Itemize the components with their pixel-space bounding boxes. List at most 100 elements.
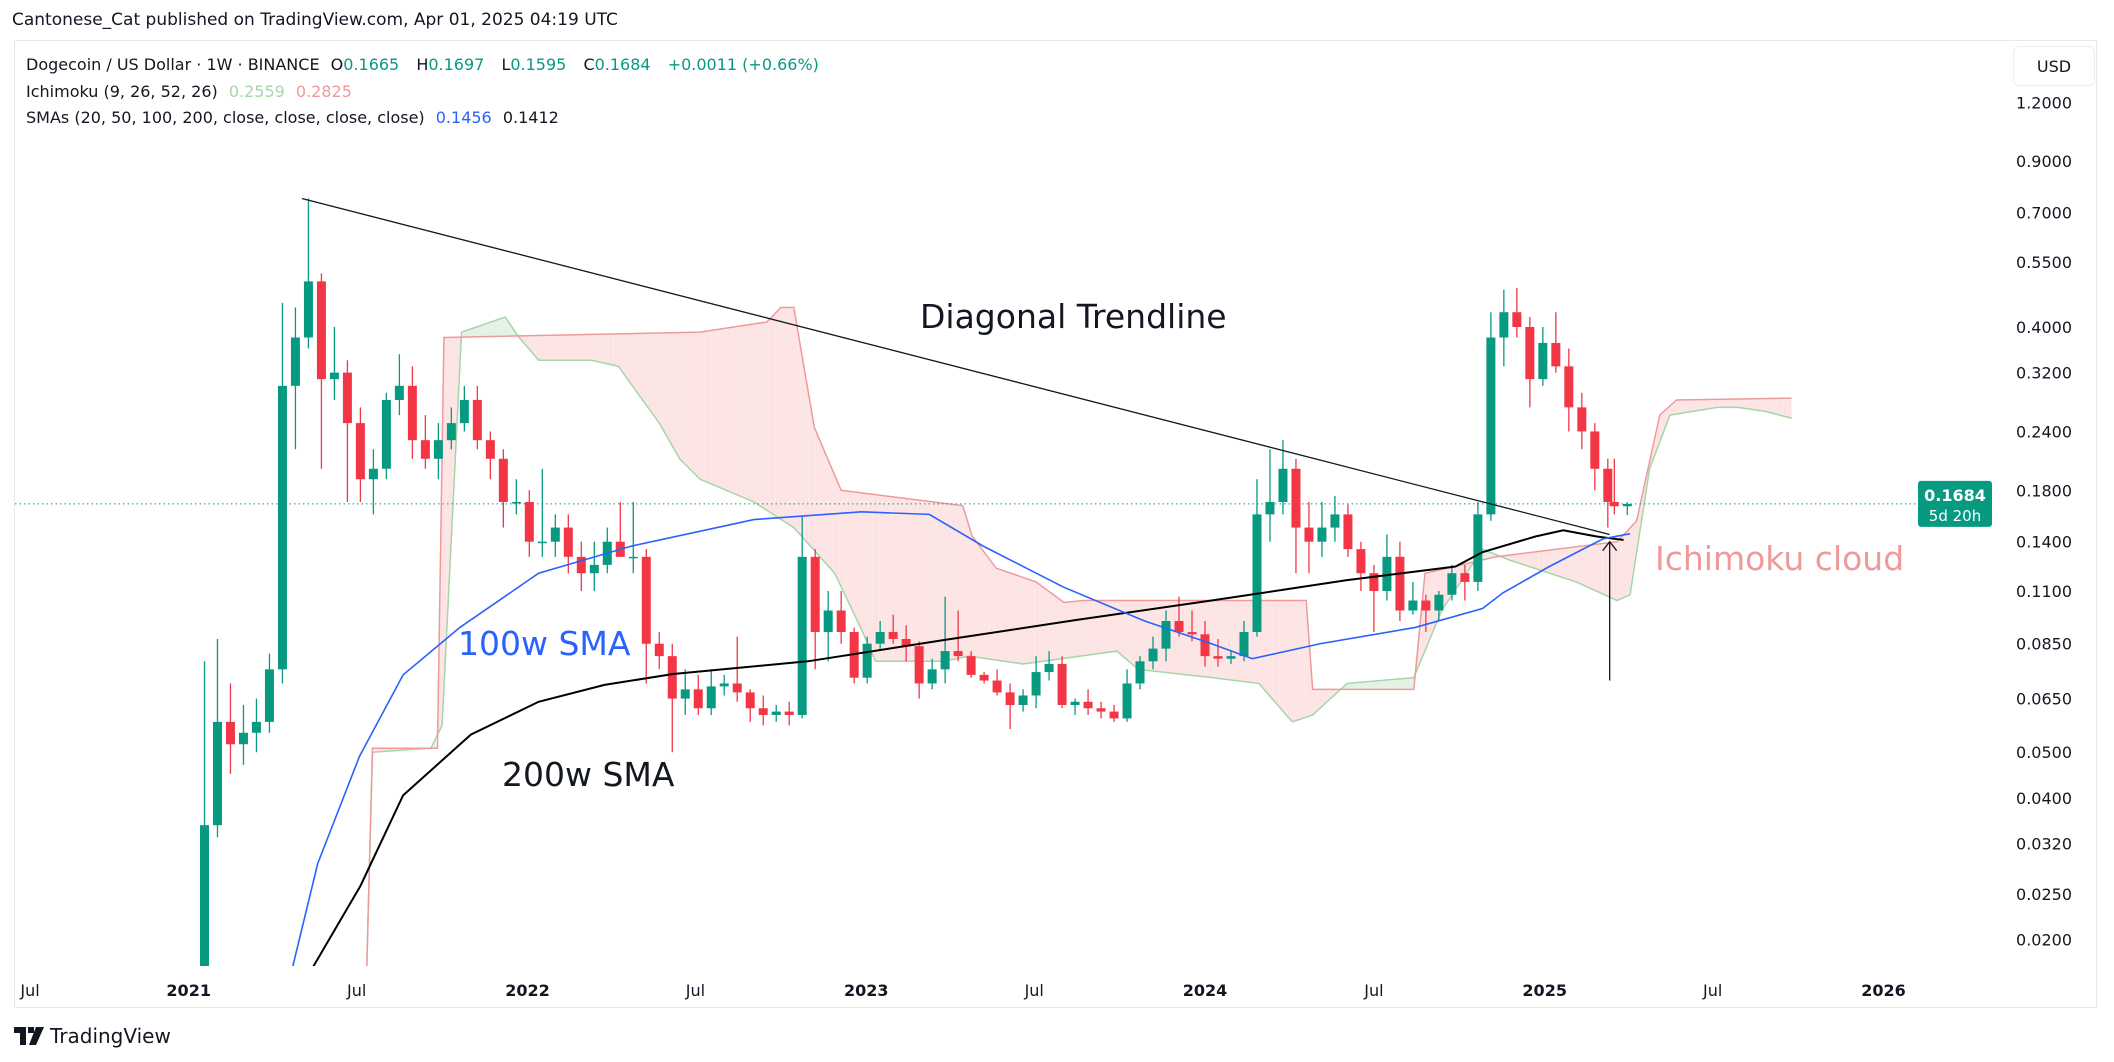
ichimoku-cloud-segment [1719,399,1722,408]
price-tick-label: 0.0200 [2016,931,2072,950]
ichimoku-cloud-segment [533,335,536,357]
annotation-sma100[interactable]: 100w SMA [458,624,631,663]
ichimoku-cloud-segment [574,334,578,361]
chart-pane[interactable] [14,40,2097,1008]
ichimoku-cloud-segment [560,335,564,361]
candle-body [1421,600,1431,611]
ichimoku-cloud-segment [1268,600,1271,698]
price-tick-label: 0.0500 [2016,743,2072,762]
ichimoku-cloud-segment [1273,600,1277,704]
ichimoku-cloud-segment [1307,613,1310,717]
ichimoku-cloud-segment [1034,581,1038,663]
sma-title[interactable]: SMAs (20, 50, 100, 200, close, close, cl… [26,108,425,127]
ichimoku-cloud-segment [1301,600,1305,719]
ichimoku-cloud-segment [700,331,703,481]
candle-body [1538,342,1548,380]
candle-body [550,527,560,542]
candle [1005,683,1015,730]
ichimoku-cloud-segment [1724,399,1728,408]
candle-body [1096,708,1106,712]
legend-sma-row[interactable]: SMAs (20, 50, 100, 200, close, close, cl… [26,105,825,132]
ichimoku-cloud-segment [1535,551,1539,570]
sma100-line [292,511,1631,966]
ichimoku-cloud-segment [1749,398,1753,410]
ichimoku-cloud-segment [1772,398,1775,414]
ichimoku-cloud-segment [1788,398,1792,419]
ichimoku-cloud-segment [847,491,851,607]
candle [1473,501,1483,592]
ichimoku-cloud-segment [1758,398,1761,411]
tradingview-logo[interactable]: TradingView [14,1024,171,1048]
candle [511,479,521,515]
ichimoku-cloud-segment [549,335,553,361]
currency-button[interactable]: USD [2013,46,2095,86]
low-label: L [501,55,511,74]
candle-body [1356,549,1366,574]
ichimoku-cloud-segment [1098,600,1102,654]
ichimoku-title[interactable]: Ichimoku (9, 26, 52, 26) [26,81,218,101]
legend-symbol-row[interactable]: Dogecoin / US Dollar · 1W · BINANCE O0.1… [26,52,825,79]
ichimoku-cloud-segment [753,323,756,504]
candle-body [875,632,885,644]
symbol-title[interactable]: Dogecoin / US Dollar · 1W · BINANCE [26,55,320,74]
ichimoku-cloud-segment [1540,550,1544,572]
candle [498,449,508,528]
time-tick-label: 2022 [505,981,550,1000]
candle-body [485,440,495,459]
ichimoku-cloud-segment [1159,600,1163,673]
ichimoku-cloud-segment [808,394,812,548]
ichimoku-cloud-segment [864,493,868,643]
ichimoku-cloud-segment [853,491,857,619]
candle [1135,656,1145,690]
ichimoku-cloud-segment [1563,548,1567,579]
candle-body [498,458,508,502]
candle [862,636,872,684]
time-tick-label: 2025 [1522,981,1567,1000]
ichimoku-cloud-segment [1688,399,1692,413]
annotation-trendline[interactable]: Diagonal Trendline [920,297,1227,336]
ichimoku-cloud-segment [1780,398,1784,417]
diagonal-trendline [301,197,1610,536]
candle-body [1044,663,1054,673]
candle [1161,610,1171,662]
ichimoku-cloud-segment [797,329,801,535]
ichimoku-cloud-segment [819,440,823,560]
annotation-sma200[interactable]: 200w SMA [502,755,675,794]
ichimoku-cloud-segment [875,494,879,662]
ichimoku-cloud-segment [466,329,469,338]
ichimoku-cloud-segment [1142,600,1146,671]
ichimoku-cloud-segment [544,335,547,361]
ohlc-open: O0.1665 [331,55,406,74]
legend-ichimoku-row[interactable]: Ichimoku (9, 26, 52, 26) 0.2559 0.2825 [26,79,825,106]
candle [836,591,846,644]
candle [1252,479,1262,637]
candle-body [927,669,937,684]
ichimoku-cloud-segment [708,330,712,484]
ichimoku-cloud-segment [1407,677,1411,690]
ichimoku-cloud-segment [471,327,475,337]
candle-body [1369,573,1379,592]
ichimoku-cloud-segment [736,326,740,496]
ichimoku-cloud-segment [535,335,539,361]
candle [1356,541,1366,592]
ichimoku-cloud-segment [872,494,876,662]
ichimoku-cloud-segment [1176,600,1180,674]
ichimoku-cloud-segment [986,555,990,660]
ichimoku-cloud-segment [1237,600,1241,682]
candle [1070,698,1080,715]
ichimoku-cloud-segment [811,410,815,551]
ichimoku-cloud-segment [939,502,943,662]
ichimoku-cloud-segment [1627,527,1631,596]
annotation-ichimoku-cloud[interactable]: Ichimoku cloud [1655,539,1904,578]
ichimoku-cloud-segment [1217,600,1221,679]
candle-body [1343,514,1353,550]
ichimoku-cloud-segment [1265,600,1269,695]
plot-area[interactable] [15,197,1995,1062]
close-label: C [583,55,595,74]
ichimoku-cloud-segment [1084,600,1088,656]
ichimoku-cloud-segment [541,335,545,361]
ichimoku-cloud-segment [783,307,787,523]
ichimoku-cloud-segment [1382,680,1386,690]
candle-body [641,556,651,644]
